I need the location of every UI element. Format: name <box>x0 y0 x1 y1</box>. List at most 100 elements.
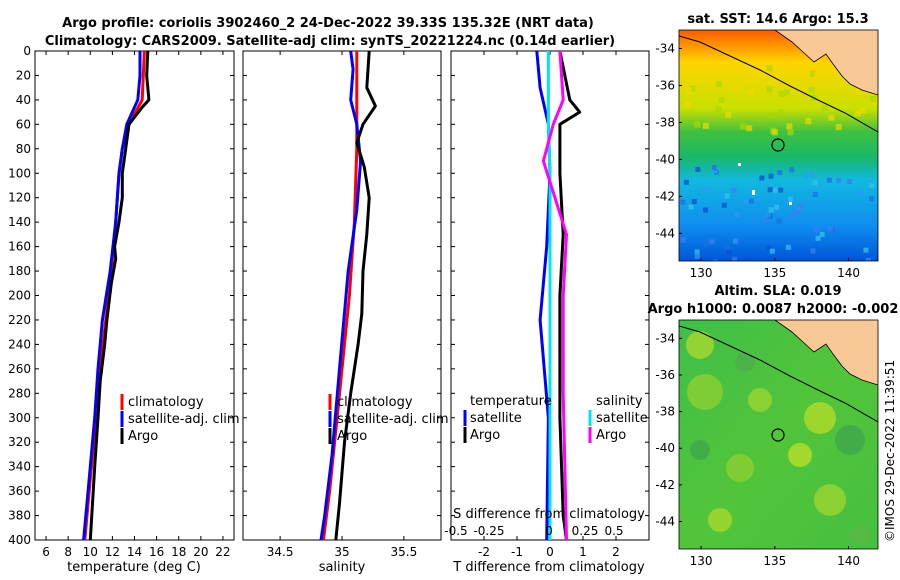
sst-speckle-cell <box>766 212 772 218</box>
sst-speckle-cell <box>766 86 773 93</box>
legend-s-satellite: satellite <box>596 411 648 426</box>
legend-argo: Argo <box>128 429 158 444</box>
sla-map-title-2: Argo h1000: 0.0087 h2000: -0.002 <box>648 302 899 317</box>
sst-speckle-cell <box>741 61 748 68</box>
sst-speckle-cell <box>703 207 708 213</box>
sst-speckle-cell <box>849 258 855 261</box>
sst-shelf-line <box>679 35 878 133</box>
y-tick-label: 60 <box>16 117 31 131</box>
y-tick-label: 220 <box>8 313 31 327</box>
legend-argo: Argo <box>337 429 367 444</box>
sst-map-title: sat. SST: 14.6 Argo: 15.3 <box>687 12 868 27</box>
sst-speckle-cell <box>695 64 702 71</box>
legend-temperature-title: temperature <box>470 394 552 409</box>
sla-anomaly-blob <box>748 388 772 412</box>
y-tick-label: 380 <box>8 509 31 523</box>
sla-map-frame <box>678 319 879 550</box>
map-x-tick-label: 135 <box>763 554 786 568</box>
sst-speckle-cell <box>684 102 691 108</box>
sst-speckle-cell <box>746 125 753 132</box>
x-tick-label: 35 <box>334 545 349 559</box>
sst-speckle-cell <box>787 129 794 136</box>
sla-anomaly-blob <box>735 352 755 372</box>
sla-blobs <box>686 331 870 545</box>
series-line-argo <box>88 50 151 541</box>
sst-speckle-cell <box>709 239 715 245</box>
sst-speckle-cell <box>776 218 782 224</box>
sst-speckle-cell <box>778 91 785 98</box>
sst-speckle-cell <box>766 65 773 72</box>
sst-speckle-cell <box>747 89 754 96</box>
x-tick-label: 8 <box>64 545 72 559</box>
sla-anomaly-blob <box>850 525 870 545</box>
sst-speckle-cell <box>732 256 738 261</box>
sst-speckle-cell <box>795 207 801 213</box>
legend-t-satellite: satellite <box>470 411 522 426</box>
y-tick-label: 320 <box>8 435 31 449</box>
sst-speckle-cell <box>790 211 796 217</box>
sst-coastline <box>774 30 878 96</box>
sla-anomaly-blob <box>708 508 732 532</box>
y-tick-label: 80 <box>16 142 31 156</box>
x-tick-label: 16 <box>149 545 164 559</box>
sst-speckle-cell <box>731 187 737 193</box>
sst-speckle-cell <box>821 104 828 111</box>
x-tick-label: 10 <box>83 545 98 559</box>
sst-speckle-cell <box>694 253 700 259</box>
sst-speckle-cell <box>734 211 740 217</box>
sst-missing-pixel <box>738 163 741 166</box>
sst-speckle-cell <box>680 237 686 243</box>
sst-speckle-cell <box>786 123 793 130</box>
y-tick-label: 100 <box>8 166 31 180</box>
salinity-x-ticks: 34.5 35 35.5 <box>267 51 417 559</box>
salinity-xlabel: salinity <box>319 560 366 575</box>
s-diff-tick-label: 0.5 <box>604 524 623 538</box>
s-diff-tick-label: -0.25 <box>473 524 504 538</box>
sla-anomaly-blob <box>687 374 723 410</box>
x-tick-label: 0 <box>546 545 554 559</box>
sla-y-ticks: -34 -36 -38 -40 -42 -44 <box>655 331 682 529</box>
sst-speckle-cell <box>735 240 741 245</box>
difference-legend-temperature: temperature satellite Argo <box>463 394 552 443</box>
sst-speckle-cell <box>768 173 774 179</box>
sst-speckle-cell <box>739 123 746 130</box>
sst-speckle-cell <box>702 188 707 194</box>
sst-speckle-cell <box>703 241 709 247</box>
sst-speckle-cell <box>857 190 863 196</box>
sst-speckle-cell <box>869 196 875 202</box>
sst-speckle-cell <box>819 232 825 237</box>
sst-map-frame <box>678 29 879 262</box>
sst-speckle-cell <box>799 203 804 209</box>
sst-speckle-cell <box>784 89 791 96</box>
y-tick-label: 120 <box>8 191 31 205</box>
map-y-tick-label: -34 <box>655 331 675 345</box>
y-tick-label: 180 <box>8 264 31 278</box>
x-tick-label: -1 <box>511 545 523 559</box>
sst-speckle-cell <box>680 199 686 205</box>
sst-speckle-cell <box>762 217 768 223</box>
sst-speckle-cell <box>769 248 775 254</box>
sst-speckle-cell <box>686 87 692 94</box>
s-diff-tick-label: -0.5 <box>444 524 467 538</box>
imos-timestamp: ©IMOS 29-Dec-2022 11:39:51 <box>883 360 897 542</box>
sst-float-marker <box>771 138 785 152</box>
temperature-axes-box <box>34 50 235 541</box>
sst-speckle-cell <box>766 245 772 251</box>
x-tick-label: 20 <box>193 545 208 559</box>
sst-speckle-cell <box>726 249 732 255</box>
x-tick-label: -2 <box>478 545 490 559</box>
sla-anomaly-blob <box>814 484 846 516</box>
sst-speckle-cell <box>749 198 754 204</box>
sst-speckle-cell <box>724 244 730 250</box>
sst-speckle-cell <box>711 165 717 171</box>
sst-speckle-cell <box>689 85 696 92</box>
salinity-lines <box>319 50 377 541</box>
sst-speckle-cell <box>810 248 816 254</box>
difference-panel: -2 -1 0 1 2 S difference from climatology -0… <box>444 50 650 575</box>
map-x-tick-label: 130 <box>690 554 713 568</box>
sst-speckle-cell <box>774 204 780 210</box>
sst-speckle-cell <box>759 175 765 181</box>
sla-land <box>775 320 878 385</box>
sst-speckle-cell <box>863 247 869 253</box>
y-tick-label: 260 <box>8 362 31 376</box>
